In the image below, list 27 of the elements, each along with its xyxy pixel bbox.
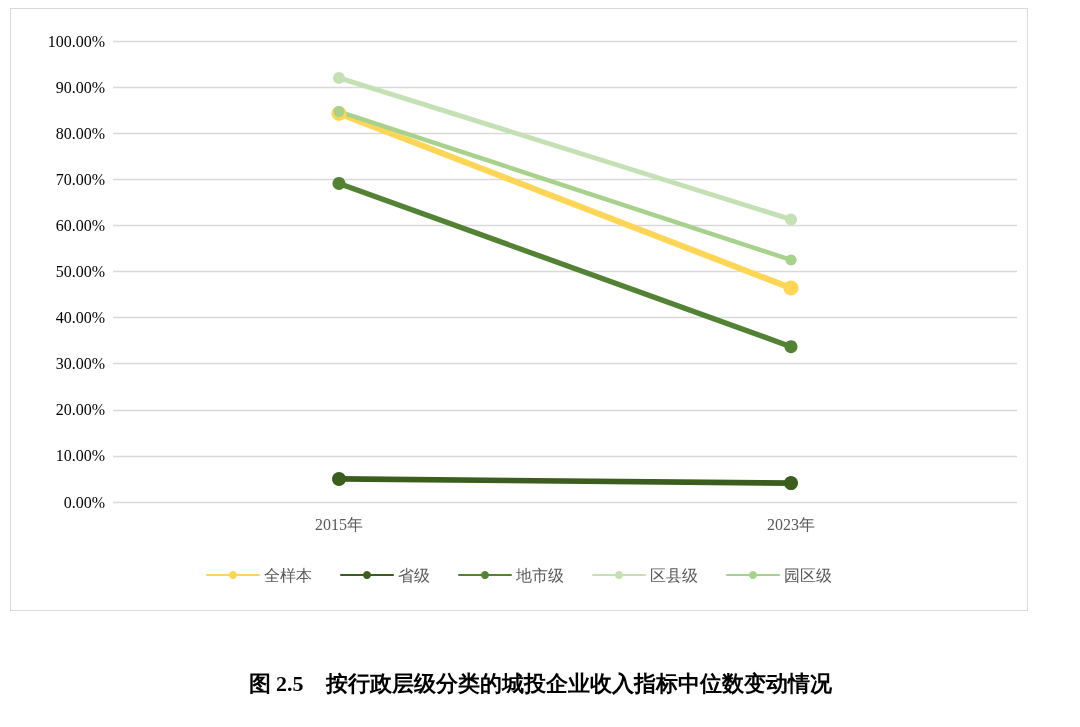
x-tick-label: 2023年 <box>767 515 815 533</box>
y-tick-label: 100.00% <box>47 32 105 50</box>
point <box>332 471 346 486</box>
y-tick-label: 40.00% <box>55 309 105 327</box>
y-tick-label: 30.00% <box>55 355 105 373</box>
point <box>333 71 345 84</box>
legend-label: 省级 <box>398 565 430 585</box>
text: 图 2.5 按行政层级分类的城投企业收入指标中位数变动情况 <box>247 670 833 698</box>
y-tick-label: 10.00% <box>55 447 105 465</box>
y-tick-label: 50.00% <box>55 263 105 280</box>
point <box>783 280 799 296</box>
legend-label: 园区级 <box>784 565 832 585</box>
point <box>785 254 797 266</box>
y-tick-label: 60.00% <box>55 216 105 234</box>
legend-label: 区县级 <box>650 565 698 585</box>
legend-label: 全样本 <box>264 565 312 585</box>
y-tick-label: 0.00% <box>63 493 105 511</box>
point <box>784 340 798 354</box>
point <box>785 213 797 226</box>
y-tick-label: 20.00% <box>55 401 105 419</box>
y-tick-label: 80.00% <box>55 124 105 142</box>
legend-label: 地市级 <box>515 565 564 585</box>
x-tick-label: 2015年 <box>315 515 363 533</box>
y-tick-label: 90.00% <box>55 78 105 96</box>
point <box>784 476 798 491</box>
point <box>332 176 346 190</box>
y-tick-label: 70.00% <box>55 170 105 188</box>
